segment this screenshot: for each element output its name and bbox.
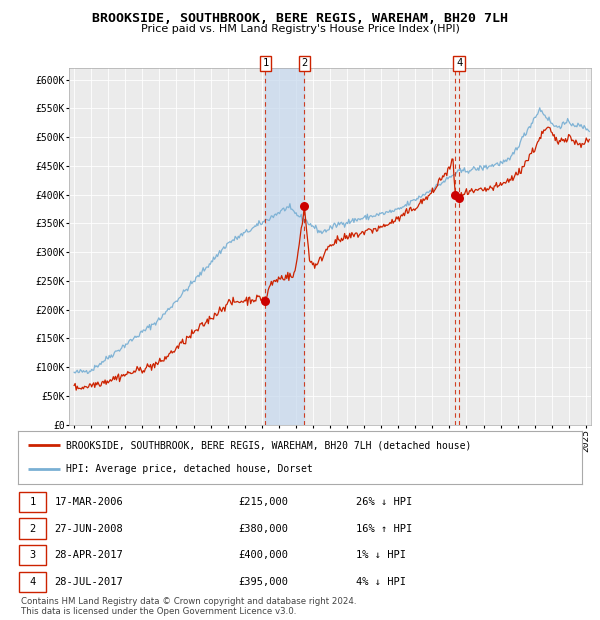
Text: 1: 1 — [262, 58, 268, 68]
Text: 26% ↓ HPI: 26% ↓ HPI — [356, 497, 413, 507]
Text: 2: 2 — [29, 523, 36, 534]
Text: 4: 4 — [456, 58, 462, 68]
Bar — [265, 68, 304, 425]
FancyBboxPatch shape — [19, 572, 46, 592]
FancyBboxPatch shape — [19, 545, 46, 565]
Text: £400,000: £400,000 — [238, 550, 288, 560]
Text: BROOKSIDE, SOUTHBROOK, BERE REGIS, WAREHAM, BH20 7LH: BROOKSIDE, SOUTHBROOK, BERE REGIS, WAREH… — [92, 12, 508, 25]
Text: 3: 3 — [29, 550, 36, 560]
Text: 27-JUN-2008: 27-JUN-2008 — [55, 523, 124, 534]
Text: 4% ↓ HPI: 4% ↓ HPI — [356, 577, 406, 587]
Text: Contains HM Land Registry data © Crown copyright and database right 2024.: Contains HM Land Registry data © Crown c… — [21, 597, 356, 606]
Text: 28-APR-2017: 28-APR-2017 — [55, 550, 124, 560]
Text: 2: 2 — [301, 58, 307, 68]
Text: £380,000: £380,000 — [238, 523, 288, 534]
Text: 17-MAR-2006: 17-MAR-2006 — [55, 497, 124, 507]
Text: £215,000: £215,000 — [238, 497, 288, 507]
Text: 1% ↓ HPI: 1% ↓ HPI — [356, 550, 406, 560]
FancyBboxPatch shape — [19, 492, 46, 512]
Text: 16% ↑ HPI: 16% ↑ HPI — [356, 523, 413, 534]
Text: £395,000: £395,000 — [238, 577, 288, 587]
Text: This data is licensed under the Open Government Licence v3.0.: This data is licensed under the Open Gov… — [21, 607, 296, 616]
Text: BROOKSIDE, SOUTHBROOK, BERE REGIS, WAREHAM, BH20 7LH (detached house): BROOKSIDE, SOUTHBROOK, BERE REGIS, WAREH… — [66, 440, 472, 450]
Text: HPI: Average price, detached house, Dorset: HPI: Average price, detached house, Dors… — [66, 464, 313, 474]
Text: 28-JUL-2017: 28-JUL-2017 — [55, 577, 124, 587]
Text: 4: 4 — [29, 577, 36, 587]
Text: Price paid vs. HM Land Registry's House Price Index (HPI): Price paid vs. HM Land Registry's House … — [140, 24, 460, 33]
Text: 1: 1 — [29, 497, 36, 507]
FancyBboxPatch shape — [19, 518, 46, 539]
